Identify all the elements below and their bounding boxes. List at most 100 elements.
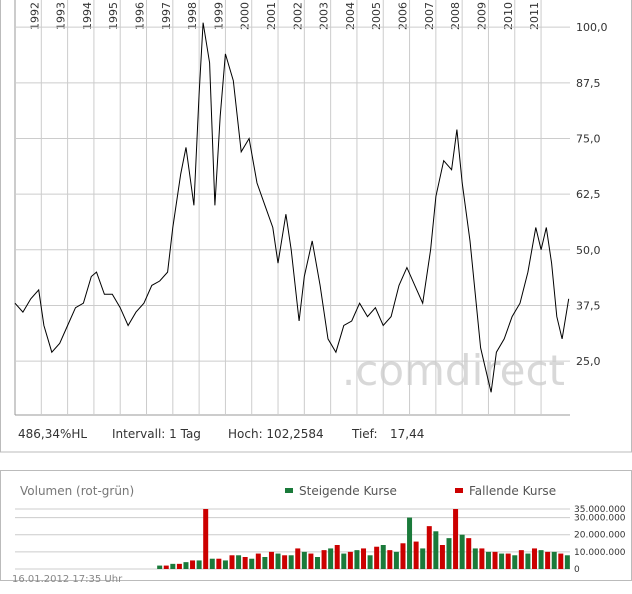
- volume-bar: [341, 553, 347, 569]
- volume-bar: [354, 550, 360, 569]
- y-tick-label: 35.000.000: [574, 505, 626, 515]
- info: Hoch: 102,2584: [228, 427, 324, 441]
- volume-bar: [433, 531, 439, 569]
- info: 486,34%HL: [18, 427, 87, 441]
- volume-bar: [538, 550, 544, 569]
- volume-bar: [525, 553, 531, 569]
- legend-swatch: [285, 488, 293, 493]
- volume-bar: [426, 526, 432, 569]
- volume-bar: [492, 551, 498, 569]
- volume-bar: [545, 551, 551, 569]
- volume-bar: [466, 538, 472, 569]
- x-tick-label: 1999: [212, 2, 225, 30]
- volume-bar: [407, 517, 413, 569]
- info: Tief:: [351, 427, 378, 441]
- x-tick-label: 2011: [528, 2, 541, 30]
- volume-title: Volumen (rot-grün): [20, 484, 134, 498]
- footer: 16.01.2012 17:35 Uhr: [12, 574, 123, 585]
- volume-bar: [262, 557, 268, 569]
- volume-bar: [249, 558, 255, 569]
- volume-bar: [203, 509, 209, 569]
- legend-label: Fallende Kurse: [469, 484, 556, 498]
- volume-bar: [183, 562, 189, 569]
- volume-bar: [446, 538, 452, 569]
- volume-bar: [564, 555, 570, 569]
- volume-bar: [157, 565, 163, 569]
- volume-bar: [531, 548, 537, 569]
- y-tick-label: 37,5: [576, 299, 601, 312]
- volume-bar: [558, 553, 564, 569]
- x-tick-label: 2004: [344, 2, 357, 30]
- info: Intervall: 1 Tag: [112, 427, 201, 441]
- volume-bar: [170, 563, 176, 569]
- x-tick-label: 1992: [28, 2, 41, 30]
- info: 17,44: [390, 427, 424, 441]
- volume-bar: [209, 558, 215, 569]
- volume-bar: [288, 555, 294, 569]
- volume-bar: [321, 550, 327, 569]
- volume-bar: [255, 553, 261, 569]
- x-tick-label: 2000: [239, 2, 252, 30]
- volume-bar: [282, 555, 288, 569]
- volume-bar: [328, 548, 334, 569]
- volume-bar: [222, 560, 228, 569]
- volume-bar: [485, 551, 491, 569]
- volume-bar: [176, 563, 182, 569]
- x-tick-label: 2009: [475, 2, 488, 30]
- x-tick-label: 2003: [318, 2, 331, 30]
- x-tick-label: 1995: [107, 2, 120, 30]
- volume-bar: [334, 545, 340, 569]
- y-tick-label: 62,5: [576, 188, 601, 201]
- volume-bar: [308, 553, 314, 569]
- volume-bar: [479, 548, 485, 569]
- volume-bar: [400, 543, 406, 569]
- x-tick-label: 2010: [502, 2, 515, 30]
- volume-bar: [295, 548, 301, 569]
- y-tick-label: 25,0: [576, 355, 601, 368]
- x-tick-label: 2008: [449, 2, 462, 30]
- y-tick-label: 50,0: [576, 244, 601, 257]
- watermark: .comdirect: [342, 346, 565, 395]
- volume-bar: [459, 534, 465, 569]
- volume-bar: [374, 546, 380, 569]
- y-tick-label: 100,0: [576, 21, 608, 34]
- volume-bar: [380, 545, 386, 569]
- volume-bar: [439, 545, 445, 569]
- volume-bar: [301, 551, 307, 569]
- x-tick-label: 1996: [134, 2, 147, 30]
- volume-bar: [242, 557, 248, 569]
- volume-bar: [216, 558, 222, 569]
- volume-bar: [505, 553, 511, 569]
- y-tick-label: 87,5: [576, 77, 601, 90]
- x-tick-label: 2002: [291, 2, 304, 30]
- y-tick-label: 10.000.000: [574, 548, 626, 558]
- volume-bar: [347, 551, 353, 569]
- legend-swatch: [455, 488, 463, 493]
- y-tick-label: 30.000.000: [574, 514, 626, 524]
- y-tick-label: 75,0: [576, 132, 601, 145]
- legend-label: Steigende Kurse: [299, 484, 397, 498]
- volume-bar: [453, 509, 459, 569]
- volume-bar: [275, 553, 281, 569]
- volume-bar: [268, 551, 274, 569]
- volume-bar: [196, 560, 202, 569]
- volume-bar: [518, 550, 524, 569]
- x-tick-label: 1998: [186, 2, 199, 30]
- y-tick-label: 0: [574, 565, 580, 575]
- x-tick-label: 1993: [55, 2, 68, 30]
- x-tick-label: 1997: [160, 2, 173, 30]
- volume-bar: [420, 548, 426, 569]
- x-tick-label: 1994: [81, 2, 94, 30]
- x-tick-label: 2001: [265, 2, 278, 30]
- volume-bar: [387, 550, 393, 569]
- volume-bar: [499, 553, 505, 569]
- volume-bar: [512, 555, 518, 569]
- volume-bar: [163, 565, 169, 569]
- x-tick-label: 2006: [397, 2, 410, 30]
- volume-bar: [314, 557, 320, 569]
- volume-bar: [229, 555, 235, 569]
- x-tick-label: 2007: [423, 2, 436, 30]
- volume-bar: [393, 551, 399, 569]
- x-tick-label: 2005: [370, 2, 383, 30]
